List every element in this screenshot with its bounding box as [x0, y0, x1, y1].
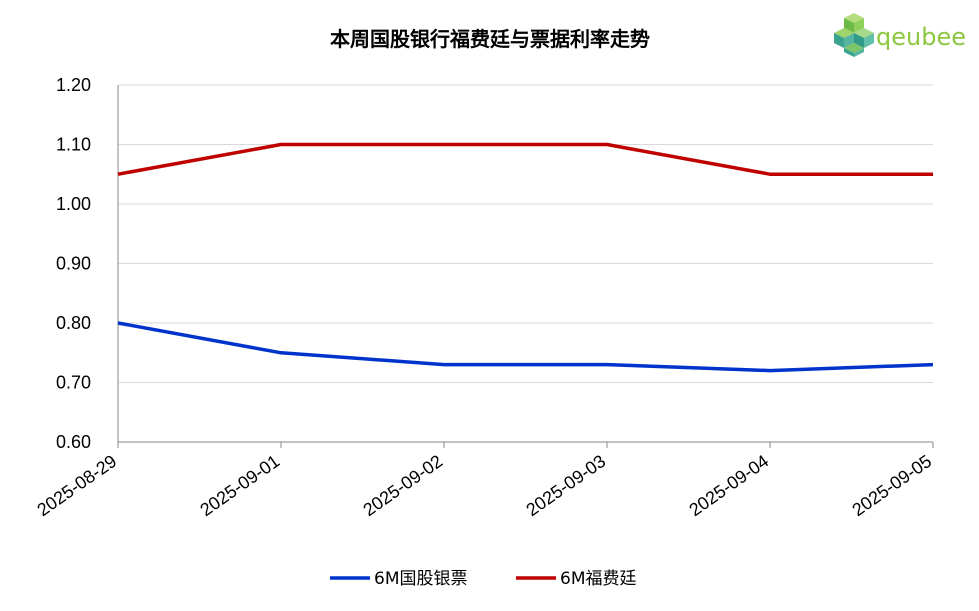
x-tick-label: 2025-09-02: [359, 451, 446, 520]
axes: [117, 85, 933, 443]
brand-logo: qeubee: [834, 13, 966, 57]
y-tick-label: 0.90: [56, 254, 91, 274]
x-tick-label: 2025-09-05: [848, 451, 935, 520]
series-line: [117, 142, 933, 176]
y-tick-label: 0.70: [56, 373, 91, 393]
legend-label: 6M福费廷: [560, 569, 636, 589]
y-tick-label: 1.10: [56, 135, 91, 155]
x-axis-ticks: 2025-08-29 2025-09-01 2025-09-02 2025-09-03…: [33, 442, 935, 520]
y-tick-label: 0.80: [56, 313, 91, 333]
legend-label: 6M国股银票: [374, 569, 467, 589]
x-tick-label: 2025-09-04: [685, 451, 772, 520]
x-tick-label: 2025-08-29: [33, 451, 120, 520]
y-tick-label: 1.20: [56, 75, 91, 95]
y-tick-label: 0.60: [56, 432, 91, 452]
y-tick-label: 1.00: [56, 194, 91, 214]
cube-logo-icon: [834, 13, 874, 57]
chart-title: 本周国股银行福费廷与票据利率走势: [330, 27, 650, 51]
x-tick-label: 2025-09-01: [196, 451, 283, 520]
grid-lines: [118, 84, 933, 383]
x-tick-label: 2025-09-03: [522, 451, 609, 520]
y-axis-ticks: 0.60 0.70 0.80 0.90 1.00 1.10 1.20: [56, 75, 91, 452]
series-line: [117, 321, 934, 373]
series-lines: [117, 142, 934, 373]
brand-name: qeubee: [876, 23, 966, 51]
legend: 6M国股银票 6M福费廷: [330, 569, 636, 589]
